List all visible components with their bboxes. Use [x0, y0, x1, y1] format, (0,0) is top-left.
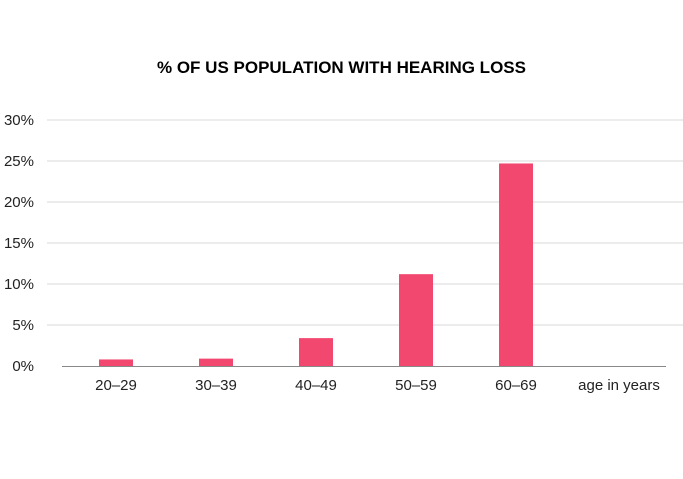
x-tick-label: age in years: [578, 377, 660, 394]
bars: [99, 163, 533, 366]
y-tick-label: 30%: [4, 112, 34, 129]
chart-title: % OF US POPULATION WITH HEARING LOSS: [157, 58, 526, 77]
bar: [399, 274, 433, 366]
x-tick-label: 50–59: [395, 377, 437, 394]
y-tick-label: 15%: [4, 235, 34, 252]
x-tick-label: 40–49: [295, 377, 337, 394]
y-tick-label: 25%: [4, 153, 34, 170]
gridlines: [47, 119, 683, 326]
x-tick-label: 60–69: [495, 377, 537, 394]
x-tick-label: 30–39: [195, 377, 237, 394]
x-tick-label: 20–29: [95, 377, 137, 394]
y-axis-ticks: 0% 5% 10% 15% 20% 25% 30%: [4, 112, 34, 375]
bar: [499, 163, 533, 366]
bar: [99, 359, 133, 366]
bar: [199, 358, 233, 366]
bar: [299, 338, 333, 366]
x-axis-ticks: 20–29 30–39 40–49 50–59 60–69 age in years: [95, 377, 660, 394]
y-tick-label: 10%: [4, 276, 34, 293]
y-tick-label: 0%: [12, 358, 34, 375]
y-tick-label: 5%: [12, 317, 34, 334]
y-tick-label: 20%: [4, 194, 34, 211]
